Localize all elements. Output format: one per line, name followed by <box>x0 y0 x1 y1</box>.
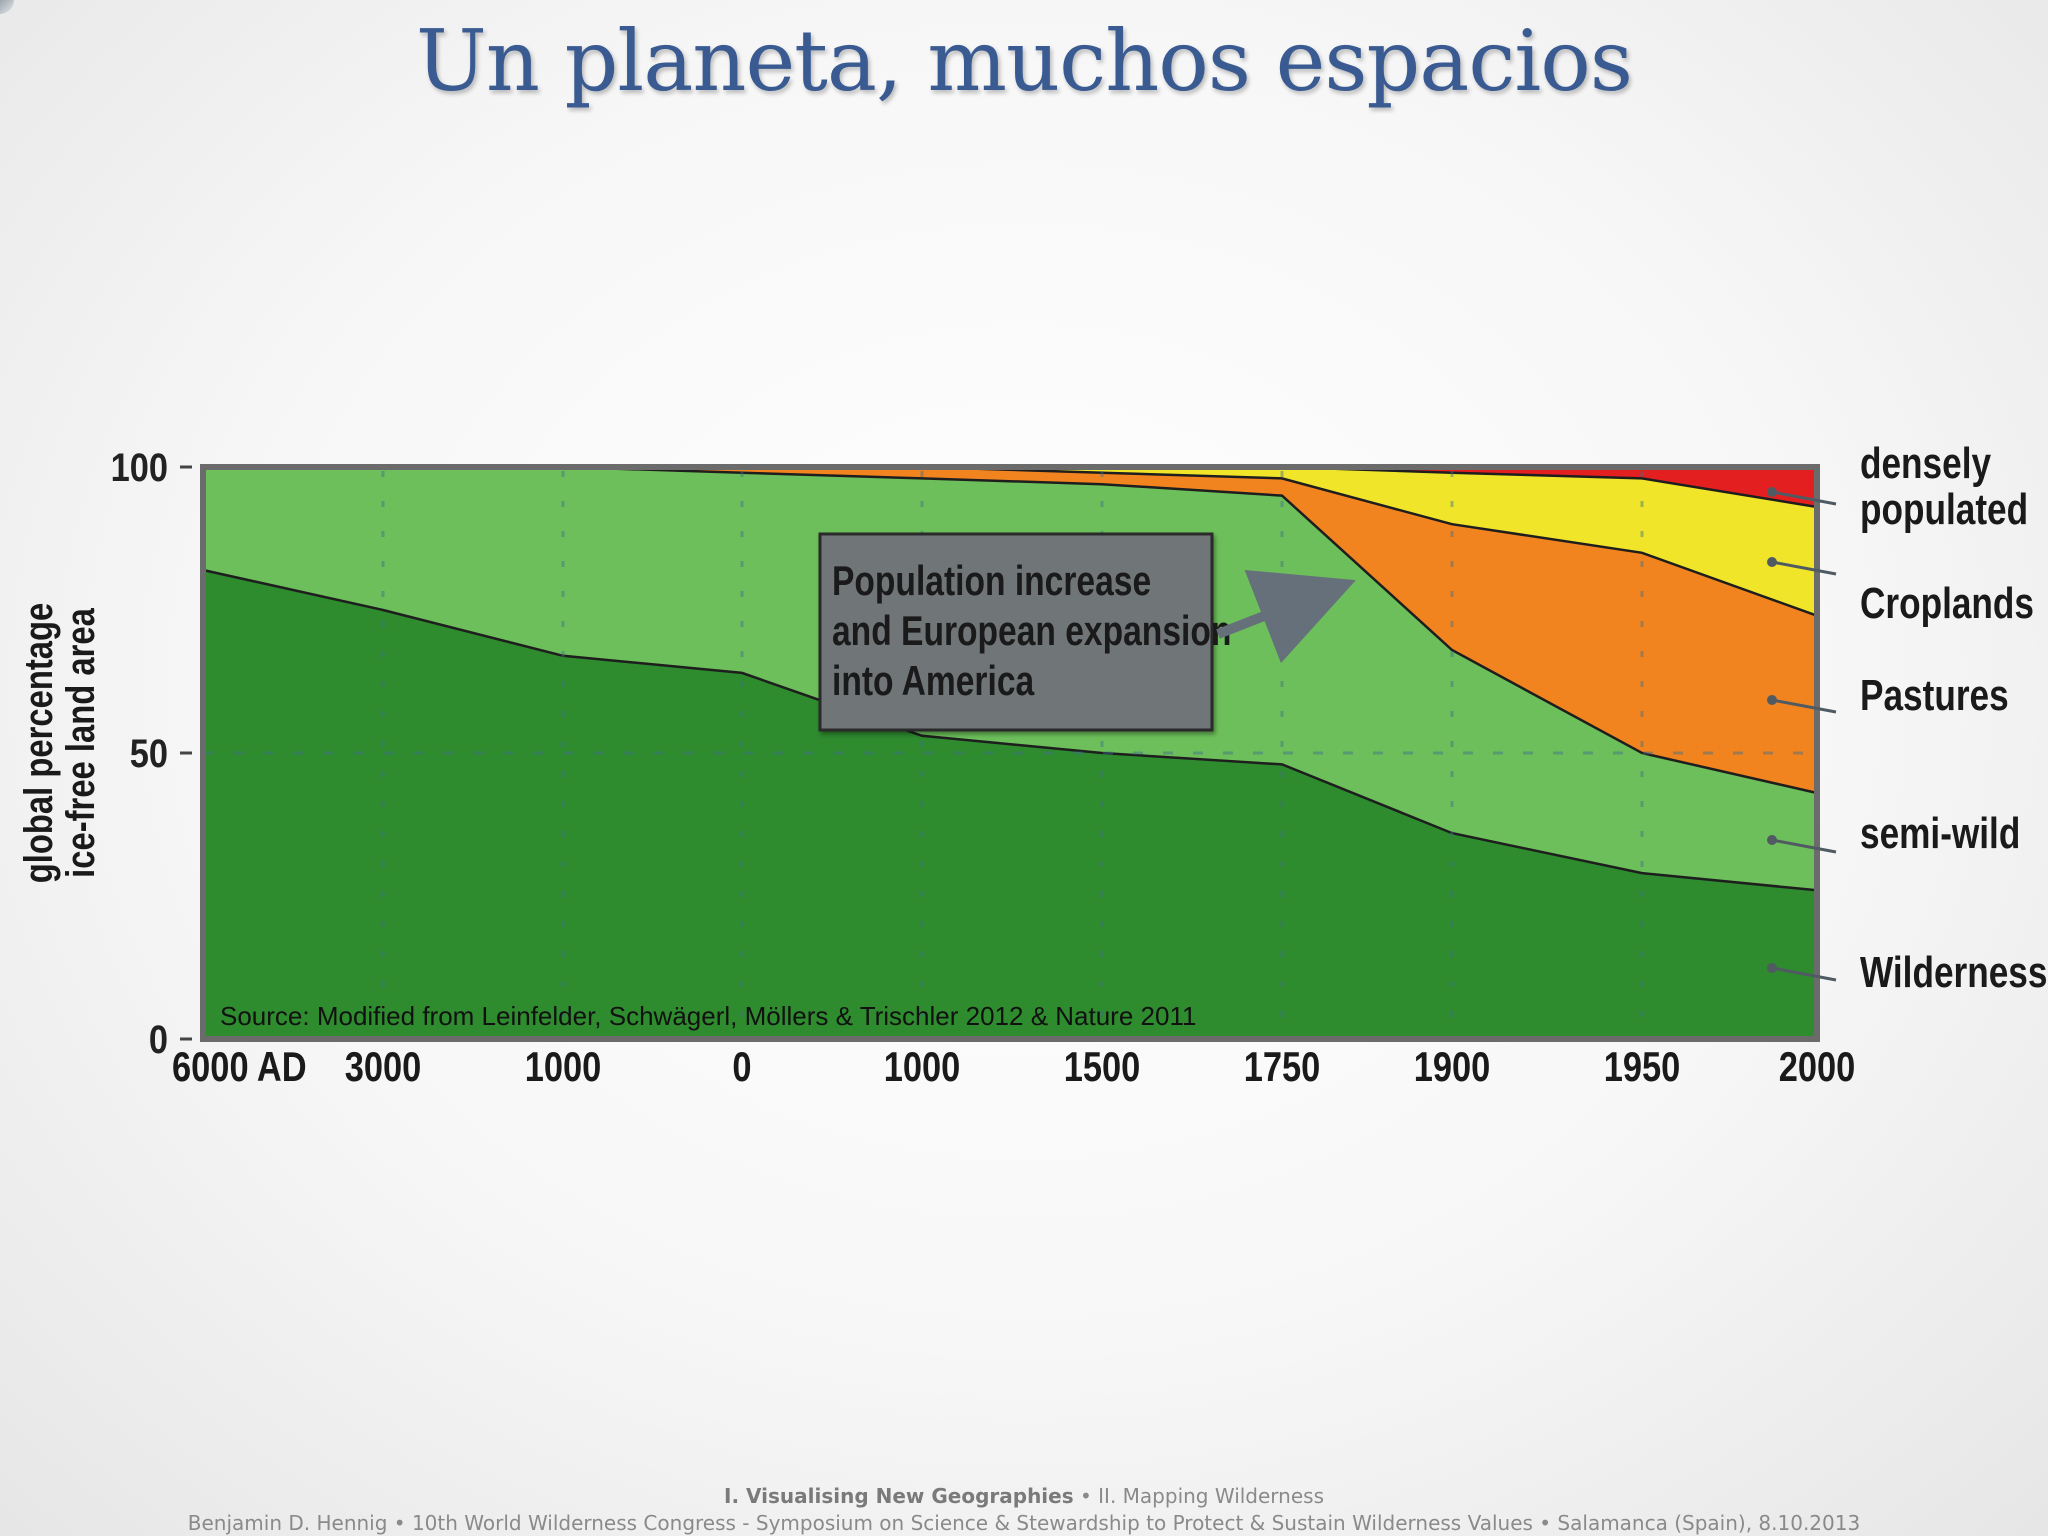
legend-label: densely <box>1860 439 1991 488</box>
x-tick-label: 0 <box>732 1044 751 1091</box>
plot-frame <box>200 464 1820 1042</box>
x-tick-label: 1950 <box>1604 1044 1681 1091</box>
legend-label: Wilderness <box>1860 948 2047 997</box>
footer-section-bold: I. Visualising New Geographies <box>724 1484 1074 1508</box>
boundary-line-wilderness <box>202 568 1818 892</box>
footer-separator: • <box>1080 1484 1092 1508</box>
x-tick-label: 6000 AD <box>172 1044 307 1091</box>
footer-credits: Benjamin D. Hennig • 10th World Wilderne… <box>187 1511 1861 1535</box>
y-axis-title-line: global percentage <box>16 603 61 884</box>
legend-pointer-line <box>1771 490 1837 506</box>
legend-label: semi-wild <box>1860 809 2020 858</box>
x-tick-label: 2000 <box>1779 1044 1856 1091</box>
legend-pointer-dot <box>1767 487 1777 497</box>
legend-pointer-line <box>1771 560 1837 576</box>
legend-pointer-line <box>1771 966 1837 982</box>
area-croplands <box>203 467 1817 616</box>
annotation-box <box>818 532 1214 732</box>
x-tick-label: 3000 <box>345 1044 422 1091</box>
slide-title: Un planeta, muchos espacios <box>416 12 1633 110</box>
y-tick-label: 0 <box>149 1017 168 1062</box>
source-note: Source: Modified from Leinfelder, Schwäg… <box>220 1001 1196 1031</box>
y-tick-label: 100 <box>111 445 168 490</box>
x-tick-label: 1750 <box>1244 1044 1321 1091</box>
x-tick-label: 1500 <box>1064 1044 1141 1091</box>
footer-section: I. Visualising New Geographies • II. Map… <box>0 1484 2048 1508</box>
legend-label: Croplands <box>1860 579 2034 628</box>
annotation-arrow <box>1216 569 1356 664</box>
legend-pointer-line <box>1771 698 1837 714</box>
legend-label: populated <box>1860 485 2028 534</box>
y-tick-label: 50 <box>130 731 168 776</box>
legend-label: Pastures <box>1860 671 2009 720</box>
footer-section-normal: II. Mapping Wilderness <box>1098 1484 1324 1508</box>
annotation-text-line: into America <box>832 659 1035 705</box>
annotation-text-line: Population increase <box>832 559 1151 605</box>
x-tick-label: 1000 <box>525 1044 602 1091</box>
area-densely-populated <box>203 467 1817 507</box>
legend-pointer-dot <box>1767 963 1777 973</box>
x-tick-label: 1900 <box>1414 1044 1491 1091</box>
legend-pointer-dot <box>1767 835 1777 845</box>
x-tick-label: 1000 <box>884 1044 961 1091</box>
legend-pointer-dot <box>1767 695 1777 705</box>
area-wilderness <box>203 570 1817 1039</box>
y-axis-title-line: ice-free land area <box>58 608 103 878</box>
legend-pointer-dot <box>1767 557 1777 567</box>
annotation-text-line: and European expansion <box>832 609 1231 655</box>
area-pastures <box>203 467 1817 793</box>
legend-pointer-line <box>1771 838 1837 854</box>
